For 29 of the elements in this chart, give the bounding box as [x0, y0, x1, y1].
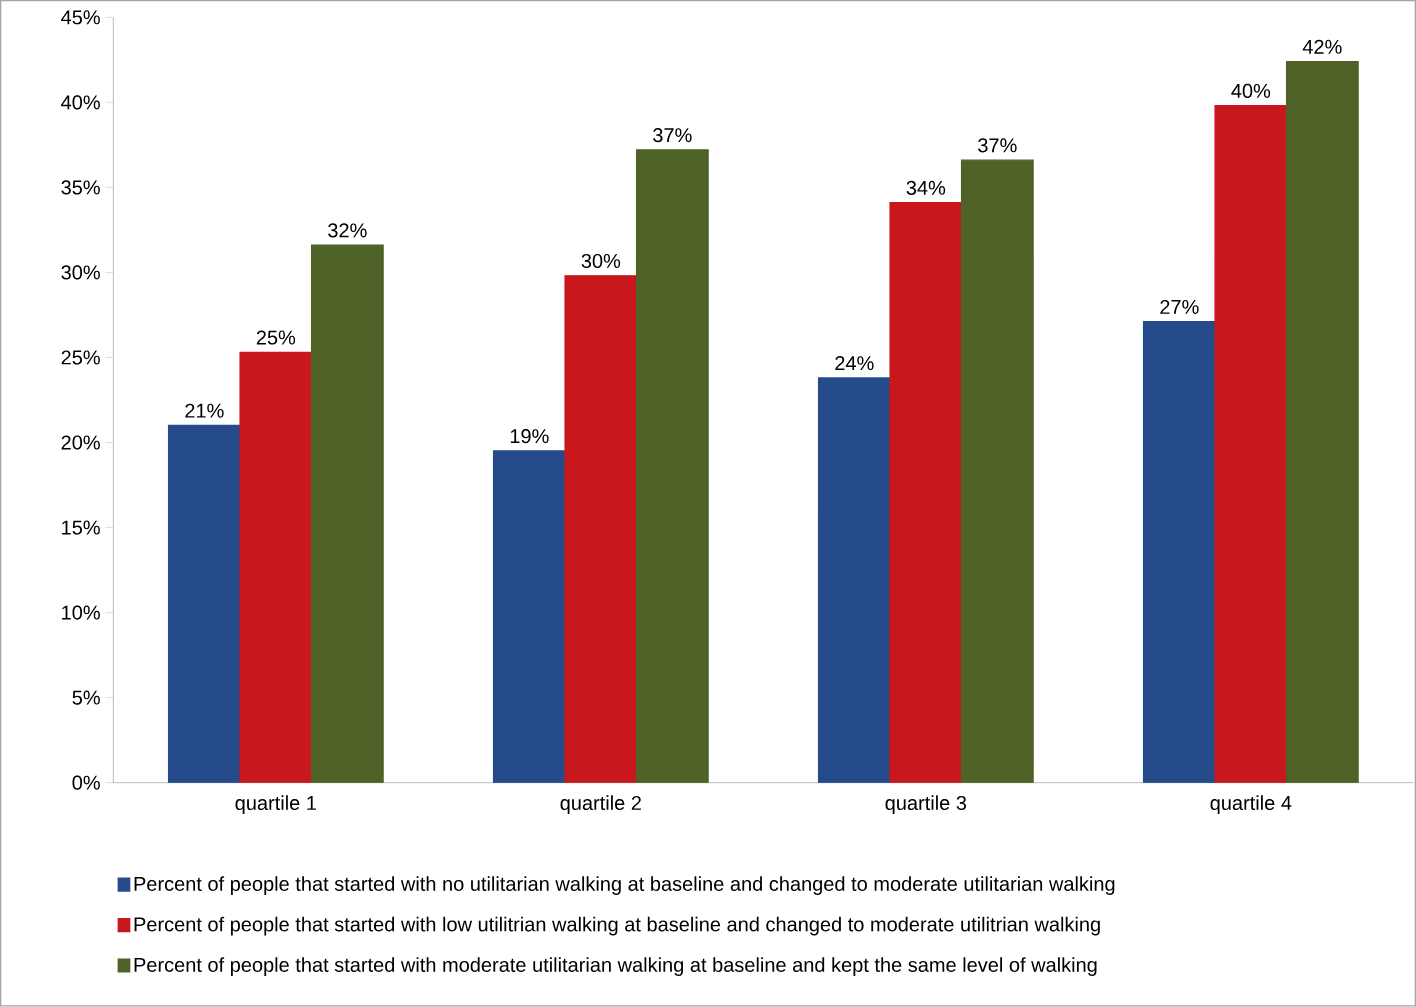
y-tick-label: 30% — [61, 265, 100, 280]
data-label: 37% — [653, 128, 692, 143]
y-tick-label: 20% — [61, 435, 100, 450]
data-label: 32% — [328, 223, 367, 238]
y-tick-label: 45% — [61, 10, 100, 25]
data-label: 40% — [1231, 84, 1271, 99]
data-label: 34% — [906, 180, 946, 196]
legend-label: Percent of people that started with low utilitrian walking at baseline and changed to moderate utilitrian walking — [134, 916, 1100, 936]
x-tick-label: quartile 2 — [560, 795, 641, 815]
data-label: 21% — [185, 403, 224, 418]
x-tick-label: quartile 3 — [885, 795, 967, 815]
data-label: 19% — [510, 429, 549, 444]
data-label: 30% — [581, 254, 621, 269]
data-label: 25% — [256, 330, 296, 345]
legend-label: Percent of people that started with no utilitarian walking at baseline and changed to moderate utilitarian walking — [134, 876, 1115, 896]
data-label: 24% — [835, 356, 874, 371]
x-tick-label: quartile 4 — [1210, 795, 1292, 815]
y-tick-label: 10% — [62, 605, 100, 620]
y-tick-label: 25% — [61, 350, 100, 365]
legend-label: Percent of people that started with moderate utilitarian walking at baseline and kept the same level of walking — [134, 957, 1097, 977]
y-tick-label: 5% — [72, 690, 100, 705]
data-label: 42% — [1302, 39, 1342, 54]
data-label: 37% — [978, 138, 1017, 153]
data-label: 27% — [1160, 300, 1199, 315]
y-tick-label: 15% — [62, 520, 100, 535]
y-tick-label: 40% — [61, 95, 100, 110]
y-tick-label: 0% — [72, 775, 100, 790]
y-tick-label: 35% — [61, 180, 100, 195]
x-tick-label: quartile 1 — [235, 795, 316, 815]
